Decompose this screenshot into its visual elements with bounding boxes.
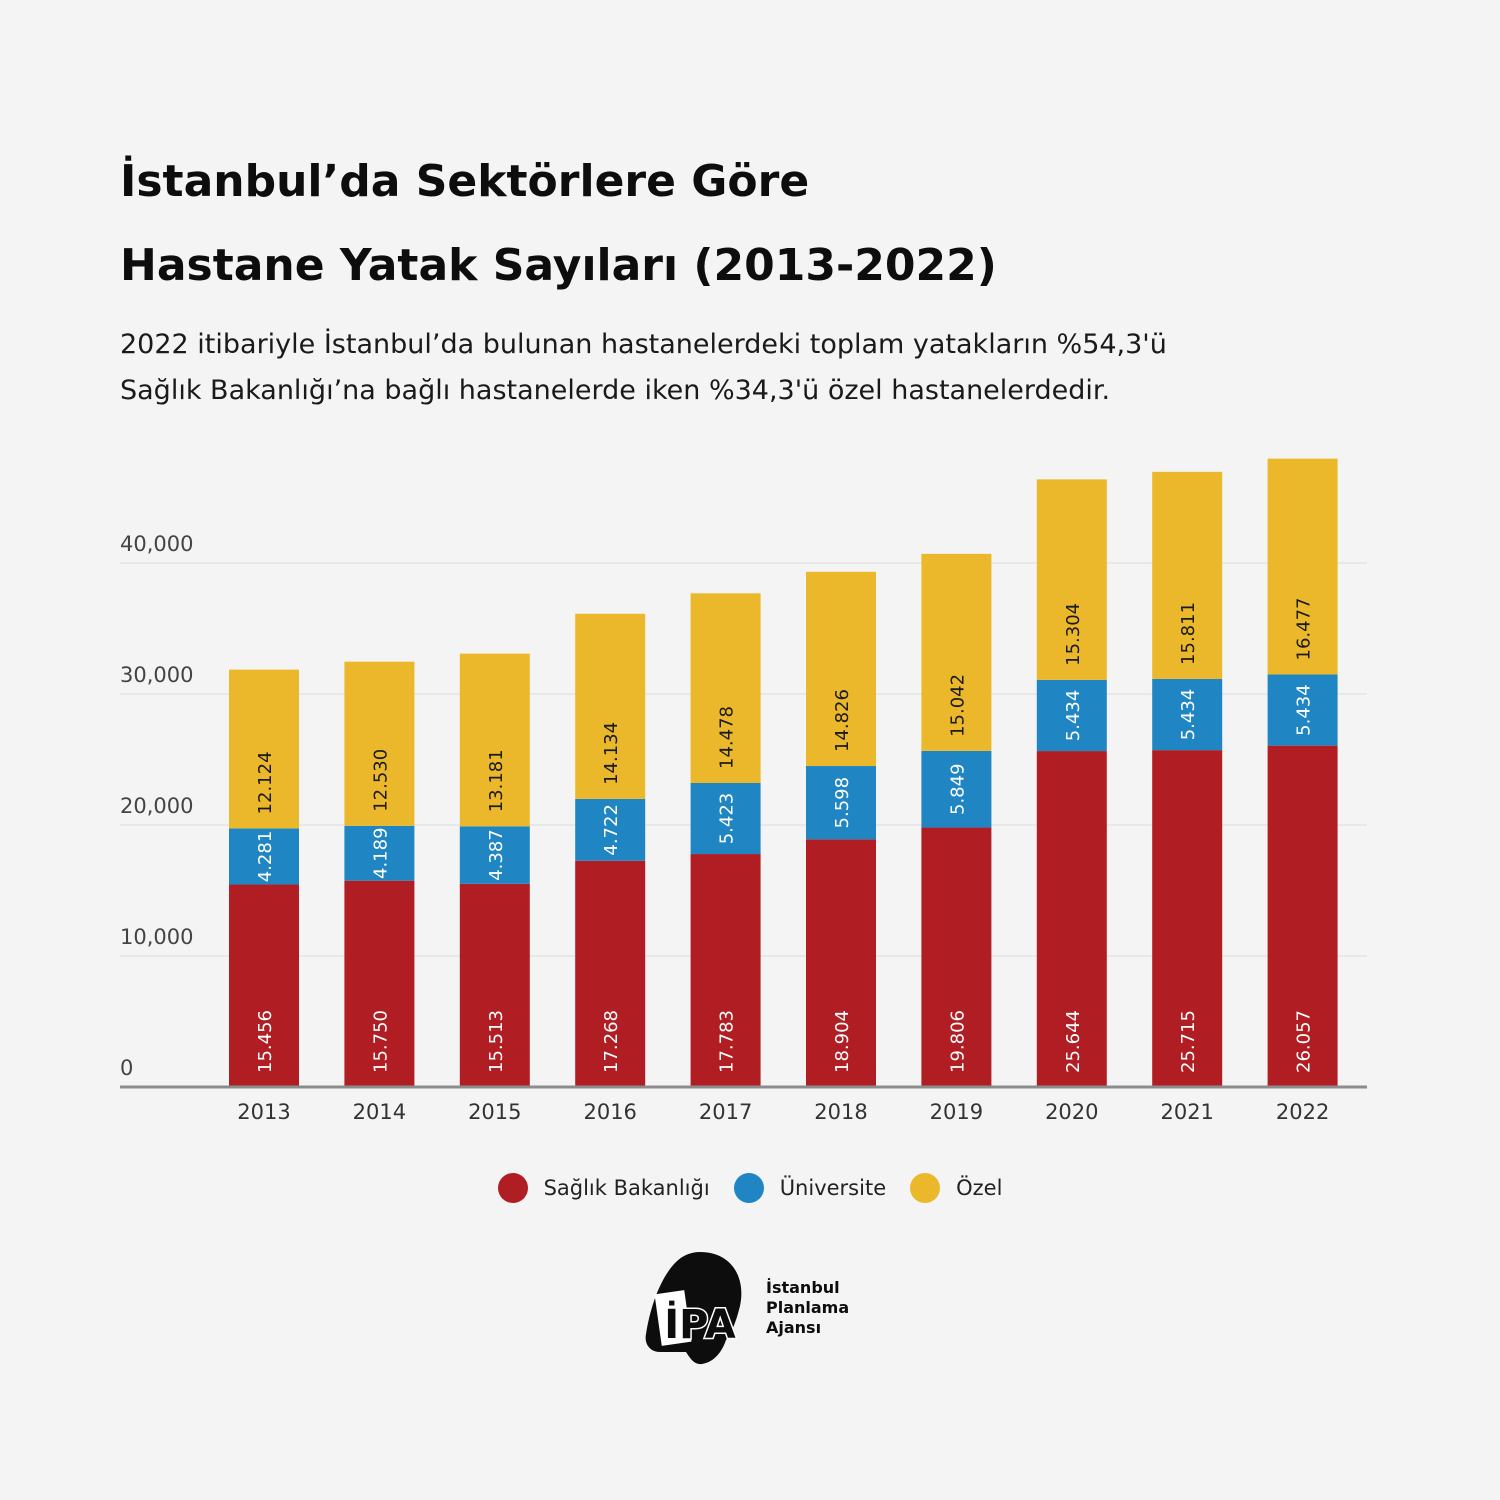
bar-2015-series-1 (459, 826, 530, 884)
x-tick-label-2018: 2018 (814, 1100, 867, 1124)
value-label-2018-series-0: 18.904 (832, 1010, 853, 1073)
legend-item-saglik-bakanligi: Sağlık Bakanlığı (497, 1173, 710, 1203)
bar-2013-series-2 (229, 669, 299, 829)
value-label-2017-series-2: 14.478 (717, 706, 738, 769)
bar-2021-series-2 (1152, 471, 1223, 679)
bar-2013-series-1 (229, 828, 299, 885)
legend-swatch-ozel (910, 1173, 941, 1203)
x-tick-label-2020: 2020 (1045, 1100, 1098, 1124)
value-label-2013-series-1: 4.281 (255, 831, 276, 883)
bar-2020-series-1 (1036, 679, 1107, 752)
value-label-2015-series-0: 15.513 (486, 1010, 507, 1073)
legend-swatch-universite (733, 1173, 764, 1203)
bar-2022-series-1 (1267, 674, 1338, 746)
ipa-logo-mark: İPA (645, 1252, 742, 1365)
bar-2014-series-0 (344, 880, 415, 1087)
bar-2022-series-0 (1267, 745, 1338, 1087)
value-label-2021-series-1: 5.434 (1178, 689, 1199, 741)
value-label-2019-series-2: 15.042 (947, 674, 968, 737)
y-tick-label-40000: 40,000 (120, 532, 193, 556)
title-line-1: İstanbul’da Sektörlere Göre (120, 156, 810, 207)
y-tick-label-0: 0 (120, 1056, 133, 1080)
y-tick-label-30000: 30,000 (120, 663, 193, 687)
value-label-2016-series-1: 4.722 (601, 804, 622, 856)
y-tick-label-20000: 20,000 (120, 794, 193, 818)
value-label-2022-series-2: 16.477 (1294, 597, 1315, 660)
value-label-2018-series-1: 5.598 (832, 777, 853, 829)
x-tick-label-2019: 2019 (930, 1100, 983, 1124)
x-tick-label-2016: 2016 (583, 1100, 636, 1124)
bar-2017-series-2 (690, 593, 761, 784)
value-label-2021-series-0: 25.715 (1178, 1010, 1199, 1073)
bar-2016-series-2 (575, 613, 646, 799)
x-tick-label-2014: 2014 (353, 1100, 406, 1124)
value-label-2020-series-1: 5.434 (1063, 690, 1084, 742)
legend-label-universite: Üniversite (779, 1176, 887, 1200)
value-label-2020-series-2: 15.304 (1063, 603, 1084, 666)
legend-item-ozel: Özel (910, 1173, 1002, 1203)
x-tick-label-2013: 2013 (237, 1100, 290, 1124)
value-label-2014-series-1: 4.189 (370, 827, 391, 879)
value-label-2013-series-2: 12.124 (255, 751, 276, 814)
value-label-2015-series-2: 13.181 (486, 749, 507, 812)
value-label-2017-series-1: 5.423 (717, 793, 738, 845)
bar-2017-series-1 (690, 783, 761, 855)
title-line-2: Hastane Yatak Sayıları (2013-2022) (120, 240, 997, 291)
subtitle-line-2: Sağlık Bakanlığı’na bağlı hastanelerde i… (120, 375, 1111, 406)
value-label-2019-series-0: 19.806 (947, 1010, 968, 1073)
logo-line-2: Planlama (766, 1298, 850, 1317)
x-tick-label-2015: 2015 (468, 1100, 521, 1124)
bar-2019-series-1 (921, 750, 992, 828)
legend-label-ozel: Özel (956, 1176, 1003, 1200)
value-label-2015-series-1: 4.387 (486, 829, 507, 881)
bar-2021-series-0 (1152, 750, 1223, 1087)
value-label-2014-series-2: 12.530 (370, 749, 391, 812)
logo-line-1: İstanbul (766, 1278, 840, 1297)
value-label-2016-series-2: 14.134 (601, 722, 622, 785)
bar-2014-series-2 (344, 661, 415, 826)
y-tick-label-10000: 10,000 (120, 925, 193, 949)
value-label-2021-series-2: 15.811 (1178, 602, 1199, 665)
value-label-2022-series-0: 26.057 (1294, 1010, 1315, 1073)
legend-swatch-saglik-bakanligi (497, 1173, 528, 1203)
value-label-2018-series-2: 14.826 (832, 689, 853, 752)
bar-2022-series-2 (1267, 458, 1338, 675)
logo-line-3: Ajansı (766, 1318, 822, 1337)
chart-legend: Sağlık Bakanlığı Üniversite Özel (0, 1168, 1500, 1208)
x-tick-label-2017: 2017 (699, 1100, 752, 1124)
value-label-2022-series-1: 5.434 (1294, 684, 1315, 736)
subtitle-line-1: 2022 itibariyle İstanbul’da bulunan hast… (120, 329, 1167, 360)
legend-label-saglik-bakanligi: Sağlık Bakanlığı (543, 1176, 710, 1200)
logo-mark-text: İPA (664, 1300, 736, 1348)
value-label-2019-series-1: 5.849 (947, 763, 968, 815)
bar-2019-series-0 (921, 827, 992, 1087)
bar-2018-series-2 (806, 571, 876, 767)
x-tick-label-2022: 2022 (1276, 1100, 1329, 1124)
legend-item-universite: Üniversite (733, 1173, 887, 1203)
bar-2015-series-0 (459, 883, 530, 1087)
bar-2015-series-2 (459, 653, 530, 827)
chart-subtitle: 2022 itibariyle İstanbul’da bulunan hast… (120, 322, 1420, 414)
value-label-2017-series-0: 17.783 (717, 1010, 738, 1073)
bar-2021-series-1 (1152, 678, 1223, 751)
logo-wordmark: İstanbul Planlama Ajansı (766, 1278, 849, 1338)
chart-title: İstanbul’da Sektörlere Göre Hastane Yata… (120, 140, 1420, 308)
bar-2016-series-0 (575, 860, 646, 1087)
value-label-2020-series-0: 25.644 (1063, 1010, 1084, 1073)
bar-2020-series-2 (1036, 479, 1107, 680)
bar-2014-series-1 (344, 825, 415, 881)
bar-2017-series-0 (690, 854, 761, 1087)
bar-2019-series-2 (921, 553, 992, 751)
value-label-2013-series-0: 15.456 (255, 1010, 276, 1073)
value-label-2016-series-0: 17.268 (601, 1010, 622, 1073)
bar-2016-series-1 (575, 798, 646, 861)
x-tick-label-2021: 2021 (1160, 1100, 1213, 1124)
bar-2020-series-0 (1036, 751, 1107, 1087)
bar-2018-series-0 (806, 839, 876, 1087)
bar-2018-series-1 (806, 766, 876, 840)
stacked-bar-chart: 0 10,000 20,000 30,000 40,000 15.456 4.281 12.1… (120, 458, 1367, 1124)
bar-2013-series-0 (229, 884, 299, 1087)
ipa-logo: İPA İstanbul Planlama Ajansı (640, 1248, 880, 1368)
value-label-2014-series-0: 15.750 (370, 1010, 391, 1073)
